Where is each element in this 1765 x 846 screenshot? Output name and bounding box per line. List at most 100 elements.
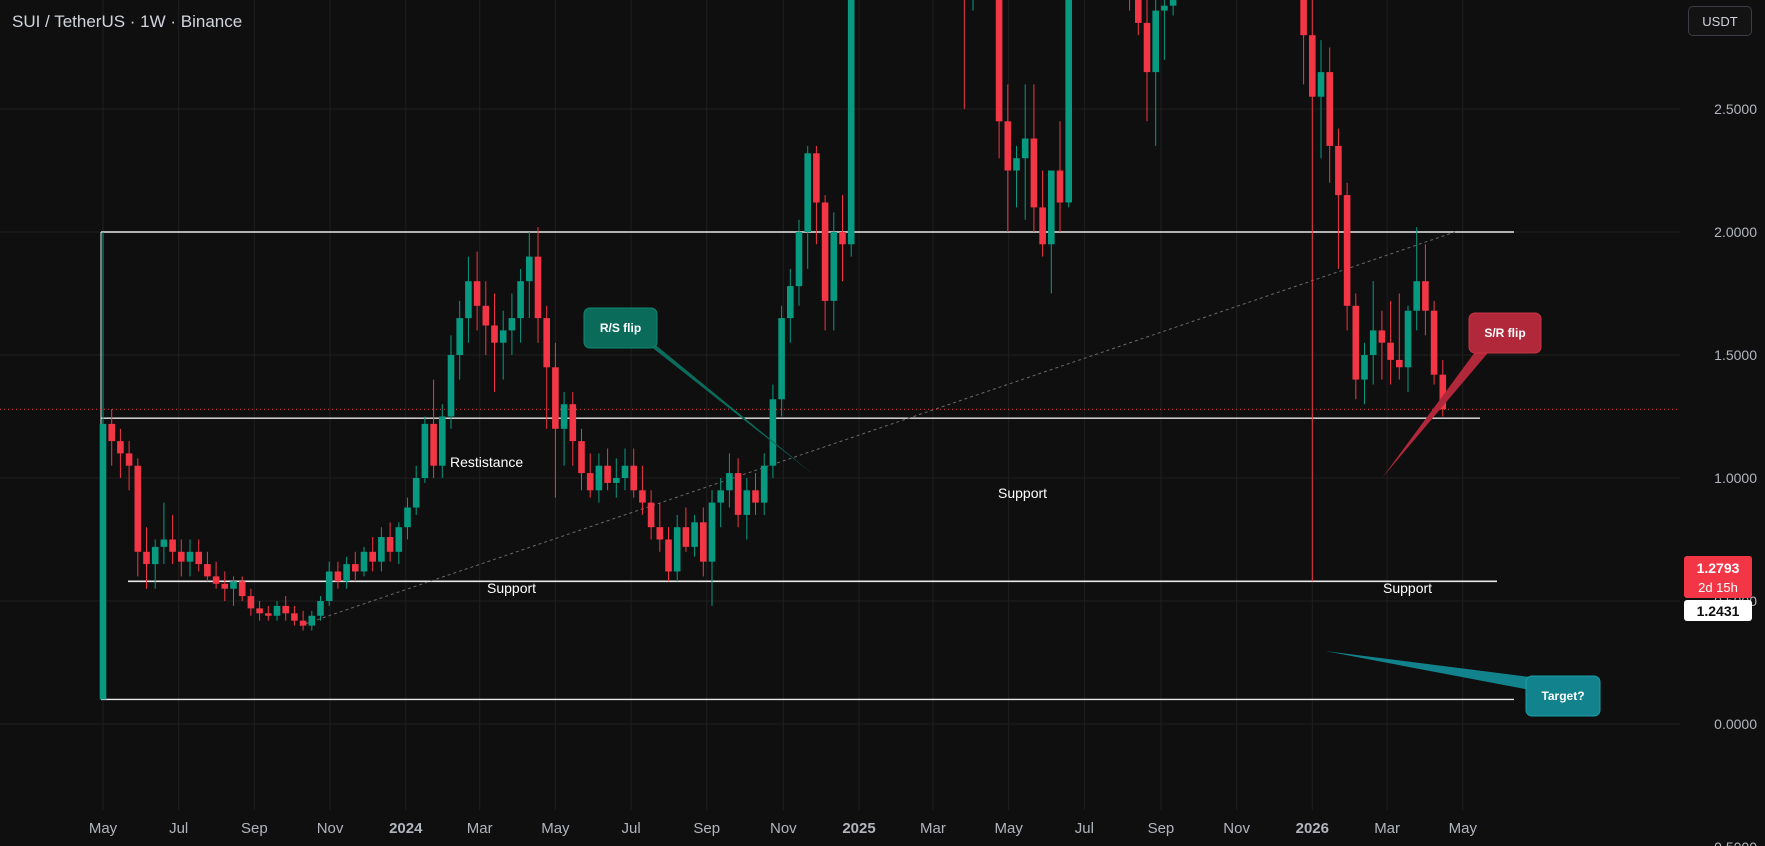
restistance-label: Restistance (450, 454, 523, 470)
x-tick-label: May (541, 820, 570, 837)
candle-body (778, 318, 785, 400)
currency-button[interactable]: USDT (1688, 6, 1752, 36)
candle-body (760, 465, 768, 503)
candle-body (665, 539, 672, 572)
x-tick-label: Jul (1075, 820, 1094, 837)
sr-flip-callout (1468, 312, 1542, 354)
candle-body (847, 0, 855, 245)
candle-body (769, 399, 777, 466)
candle-body (1387, 342, 1394, 360)
candle-body (265, 613, 272, 616)
candle-body (395, 527, 403, 552)
line-price-value: 1.2431 (1697, 603, 1740, 619)
candle-body (334, 571, 342, 582)
candle-body (1152, 10, 1159, 73)
candle-body (247, 596, 255, 609)
x-tick-label: May (994, 820, 1023, 837)
candle-body (465, 281, 472, 319)
candle-body (1335, 145, 1342, 196)
line-price-tag (1684, 600, 1752, 621)
x-tick-label: Sep (241, 820, 268, 837)
candle-body (613, 478, 620, 483)
candle-body (378, 537, 385, 562)
rs-flip-text: R/S flip (600, 321, 641, 335)
candle-body (456, 318, 463, 355)
sr-flip-text: S/R flip (1484, 326, 1525, 340)
candle-body (1430, 310, 1438, 375)
candle-body (134, 465, 142, 552)
support-label-1: Support (487, 580, 536, 596)
rs-flip-callout-pointer (640, 338, 814, 475)
candle-body (273, 605, 281, 616)
candle-body (447, 355, 455, 417)
symbol-title: SUI / TetherUS · 1W · Binance (12, 12, 243, 31)
candle-body (995, 0, 1003, 122)
last-price-tag (1684, 556, 1752, 598)
candle-body (578, 441, 585, 474)
candle-body (569, 404, 577, 442)
candle-body (282, 605, 289, 614)
y-tick-label: 1.5000 (1714, 347, 1757, 363)
candle-body (386, 537, 394, 552)
candle-body (1404, 310, 1412, 368)
candle-body (830, 232, 838, 301)
candle-body (1361, 355, 1368, 380)
candle-body (621, 465, 629, 478)
candle-body (117, 441, 124, 454)
annotations: Restistance Support Support Support R/S … (450, 307, 1601, 717)
candle-body (804, 153, 811, 232)
candle-body (325, 571, 333, 601)
candle-body (743, 490, 751, 515)
candle-body (1048, 170, 1055, 245)
candle-body (1013, 158, 1020, 171)
candle-body (1317, 72, 1325, 97)
support-label-2: Support (998, 485, 1047, 501)
candle-body (787, 286, 794, 319)
target-text: Target? (1541, 689, 1584, 703)
candle-body (700, 522, 707, 562)
candle-body (560, 404, 568, 429)
candle-body (430, 423, 437, 466)
x-tick-label: 2026 (1296, 820, 1329, 837)
candle-body (1030, 138, 1038, 208)
rs-flip-callout (583, 307, 658, 349)
x-tick-label: Nov (770, 820, 797, 837)
candle-body (1326, 72, 1333, 146)
x-tick-label: Jul (169, 820, 188, 837)
y-tick-label: 2.5000 (1714, 101, 1757, 117)
candle-body (508, 318, 516, 331)
candle-body (821, 202, 829, 301)
candle-body (439, 416, 446, 466)
candle-body (108, 423, 115, 442)
candle-body (1439, 374, 1447, 410)
last-price-value: 1.2793 (1697, 560, 1740, 576)
x-tick-label: May (1449, 820, 1478, 837)
drawings (0, 231, 1680, 701)
sr-flip-callout-pointer (1382, 348, 1492, 478)
candle-body (360, 551, 368, 572)
candle-body (656, 527, 664, 540)
candle-body (160, 539, 168, 547)
candle-body (421, 423, 429, 478)
candle-body (534, 256, 542, 319)
candle-body (682, 527, 690, 547)
candle-body (1135, 0, 1142, 23)
candle-body (1396, 359, 1403, 368)
x-tick-label: 2024 (389, 820, 423, 837)
candle-body (143, 551, 150, 565)
x-tick-label: May (89, 820, 118, 837)
x-tick-label: Mar (1374, 820, 1400, 837)
x-tick-label: Jul (621, 820, 640, 837)
candle-body (404, 507, 411, 528)
candle-body (1352, 305, 1360, 380)
candle-body (125, 453, 133, 466)
candle-body (238, 581, 246, 597)
candle-body (517, 281, 524, 319)
x-axis: May Jul Sep Nov 2024 Mar May Jul Sep Nov 2025 Mar Ma… (89, 820, 1478, 837)
x-tick-label: Sep (1148, 820, 1175, 837)
candle-body (169, 539, 176, 552)
candle-body (586, 473, 594, 491)
candle-body (839, 232, 846, 245)
candle-body (308, 615, 316, 626)
